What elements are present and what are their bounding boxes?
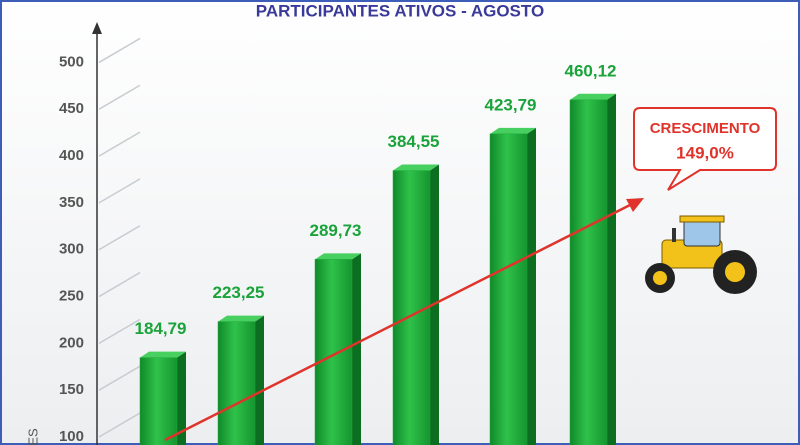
y-tick-label: 150 <box>59 381 84 398</box>
y-tick-label: 500 <box>59 53 84 70</box>
bar-top <box>570 93 616 100</box>
callout-title: CRESCIMENTO <box>650 120 761 137</box>
y-tick-label: 250 <box>59 288 84 305</box>
grid-line <box>98 225 141 251</box>
bar-top <box>490 127 536 134</box>
trend-arrow-head <box>626 198 644 212</box>
trend-arrow <box>164 202 633 442</box>
value-label: 223,25 <box>213 283 265 302</box>
bar-top <box>393 164 439 171</box>
value-label: 423,79 <box>485 95 537 114</box>
value-label: 460,12 <box>565 61 617 80</box>
bar <box>217 321 256 445</box>
plot: 100 150 200 250 300 350 400 450 500 184,79 223,25 2… <box>59 37 617 445</box>
value-label: 384,55 <box>388 132 440 151</box>
bar-side <box>527 127 536 445</box>
y-tick-label: 350 <box>59 194 84 211</box>
grid-line <box>98 178 141 204</box>
value-label: 289,73 <box>310 221 362 240</box>
tractor <box>645 215 757 294</box>
chart-title: PARTICIPANTES ATIVOS - AGOSTO <box>256 1 544 20</box>
grid-line <box>98 412 141 438</box>
grid-line <box>98 84 141 110</box>
bar-side <box>177 351 186 445</box>
callout <box>633 107 777 191</box>
bar <box>392 170 431 445</box>
y-tick-label: 400 <box>59 147 84 164</box>
bar-side <box>607 93 616 445</box>
bar-side <box>352 253 361 445</box>
value-label: 184,79 <box>135 319 187 338</box>
bar <box>569 99 608 445</box>
y-tick-label: 100 <box>59 428 84 445</box>
bar-top <box>140 351 186 358</box>
y-axis-arrow <box>92 22 102 34</box>
grid-line <box>98 131 141 157</box>
y-tick-label: 300 <box>59 241 84 258</box>
y-tick-label: 450 <box>59 100 84 117</box>
grid-line <box>98 318 141 345</box>
callout-value: 149,0% <box>676 143 734 162</box>
grid-line <box>98 365 141 391</box>
y-tick-label: 200 <box>59 334 84 351</box>
bar-top <box>218 315 264 322</box>
y-axis-label: ES <box>25 428 40 445</box>
bar <box>314 259 353 445</box>
grid-line <box>98 271 141 298</box>
bar <box>489 133 528 445</box>
bar-top <box>315 253 361 260</box>
bar-side <box>255 315 264 445</box>
bar <box>139 357 178 445</box>
grid-line <box>98 37 141 64</box>
